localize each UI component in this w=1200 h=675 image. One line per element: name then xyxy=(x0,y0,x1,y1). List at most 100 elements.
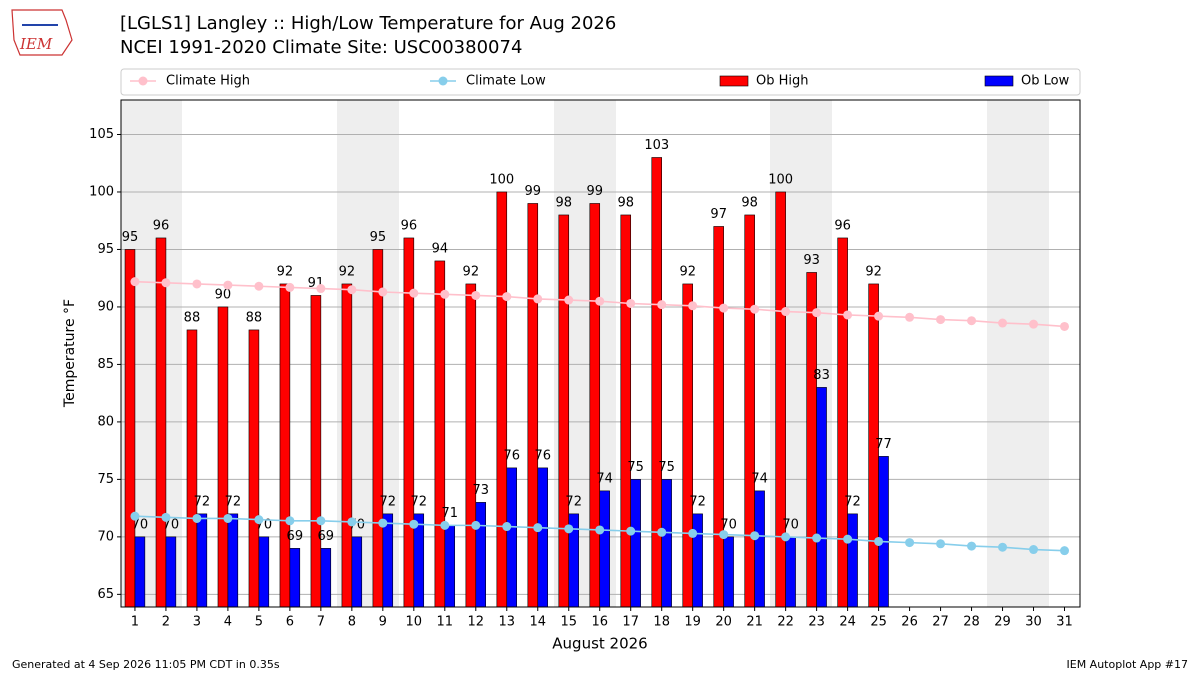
x-tick-label: 4 xyxy=(224,615,232,630)
legend-swatch xyxy=(719,75,749,87)
line-marker xyxy=(750,304,760,314)
bar xyxy=(723,536,734,608)
footer-left: Generated at 4 Sep 2026 11:05 PM CDT in … xyxy=(12,658,280,671)
bar-label: 103 xyxy=(644,138,669,153)
x-tick-label: 7 xyxy=(317,615,325,630)
bar xyxy=(444,525,456,608)
bar-label: 72 xyxy=(380,494,397,509)
bar xyxy=(837,237,848,608)
bar xyxy=(806,272,817,608)
line-marker xyxy=(378,287,388,297)
bar-label: 95 xyxy=(122,230,139,245)
x-tick-label: 20 xyxy=(715,615,732,630)
line-marker xyxy=(316,284,326,294)
line-marker xyxy=(223,513,233,523)
bar-label: 77 xyxy=(875,437,892,452)
bar xyxy=(186,329,198,608)
y-tick-label: 100 xyxy=(89,184,114,199)
x-tick-label: 18 xyxy=(653,615,670,630)
line-marker xyxy=(285,282,295,292)
bar xyxy=(465,283,477,608)
logo-outline xyxy=(11,9,73,56)
x-tick-label: 31 xyxy=(1056,615,1073,630)
x-tick-label: 12 xyxy=(468,615,485,630)
line-marker xyxy=(781,532,791,542)
line-marker xyxy=(502,292,512,302)
line-marker xyxy=(967,541,977,551)
bar-label: 70 xyxy=(132,517,149,532)
line-marker xyxy=(688,301,698,311)
line-marker xyxy=(1060,546,1070,556)
x-tick-label: 14 xyxy=(529,615,546,630)
bar-label: 69 xyxy=(287,529,304,544)
line-marker xyxy=(192,513,202,523)
line-marker xyxy=(564,524,574,534)
x-tick-label: 23 xyxy=(808,615,825,630)
bar xyxy=(744,214,755,608)
line-marker xyxy=(874,536,884,546)
bar xyxy=(661,479,672,608)
line-marker xyxy=(440,520,450,530)
x-tick-label: 28 xyxy=(963,615,980,630)
line-marker xyxy=(409,288,419,298)
bar xyxy=(496,191,508,608)
bar-label: 100 xyxy=(489,172,514,187)
bar xyxy=(341,283,353,608)
bar xyxy=(475,502,486,608)
line-marker xyxy=(130,277,140,287)
bar-label: 97 xyxy=(710,207,727,222)
bar-label: 98 xyxy=(741,195,758,210)
bar-label: 88 xyxy=(184,310,201,325)
bar-label: 99 xyxy=(525,184,542,199)
logo-text: IEM xyxy=(19,35,53,53)
bar-label: 94 xyxy=(432,241,449,256)
line-marker xyxy=(843,534,853,544)
bar xyxy=(713,226,724,608)
line-marker xyxy=(502,522,512,532)
y-tick-label: 75 xyxy=(97,472,114,487)
bar xyxy=(527,203,539,608)
x-axis-label: August 2026 xyxy=(552,635,647,653)
y-tick-label: 70 xyxy=(97,529,114,544)
bar xyxy=(227,513,239,608)
y-tick-label: 90 xyxy=(97,299,114,314)
y-tick-label: 80 xyxy=(97,414,114,429)
bar xyxy=(351,536,363,608)
legend-swatch xyxy=(984,75,1014,87)
y-tick-label: 105 xyxy=(89,127,114,142)
bar-label: 96 xyxy=(834,218,851,233)
line-marker xyxy=(750,531,760,541)
line-marker xyxy=(657,527,667,537)
line-marker xyxy=(595,525,605,535)
bar-label: 71 xyxy=(441,506,458,521)
bar xyxy=(816,387,827,608)
bar xyxy=(599,490,610,608)
bar xyxy=(289,548,301,608)
bar xyxy=(847,513,858,608)
bar xyxy=(775,191,786,608)
x-tick-label: 1 xyxy=(131,615,139,630)
line-marker xyxy=(626,298,636,308)
x-tick-label: 5 xyxy=(255,615,263,630)
y-axis-label: Temperature °F xyxy=(62,299,78,408)
line-marker xyxy=(161,278,171,288)
line-marker xyxy=(1029,319,1039,329)
legend-label: Climate Low xyxy=(466,74,546,89)
line-marker xyxy=(1029,545,1039,555)
bar xyxy=(630,479,641,608)
bar-label: 70 xyxy=(720,517,737,532)
x-tick-label: 27 xyxy=(932,615,949,630)
bar xyxy=(878,456,889,608)
line-marker xyxy=(254,281,264,291)
bar-label: 99 xyxy=(586,184,603,199)
line-marker xyxy=(440,289,450,299)
line-marker xyxy=(595,296,605,306)
bar-label: 90 xyxy=(215,287,232,302)
bar-label: 76 xyxy=(534,448,551,463)
bar xyxy=(682,283,693,608)
x-tick-label: 8 xyxy=(348,615,356,630)
line-marker xyxy=(998,542,1008,552)
bar-label: 100 xyxy=(768,172,793,187)
chart-subtitle: NCEI 1991-2020 Climate Site: USC00380074 xyxy=(120,37,522,58)
bar xyxy=(785,536,796,608)
